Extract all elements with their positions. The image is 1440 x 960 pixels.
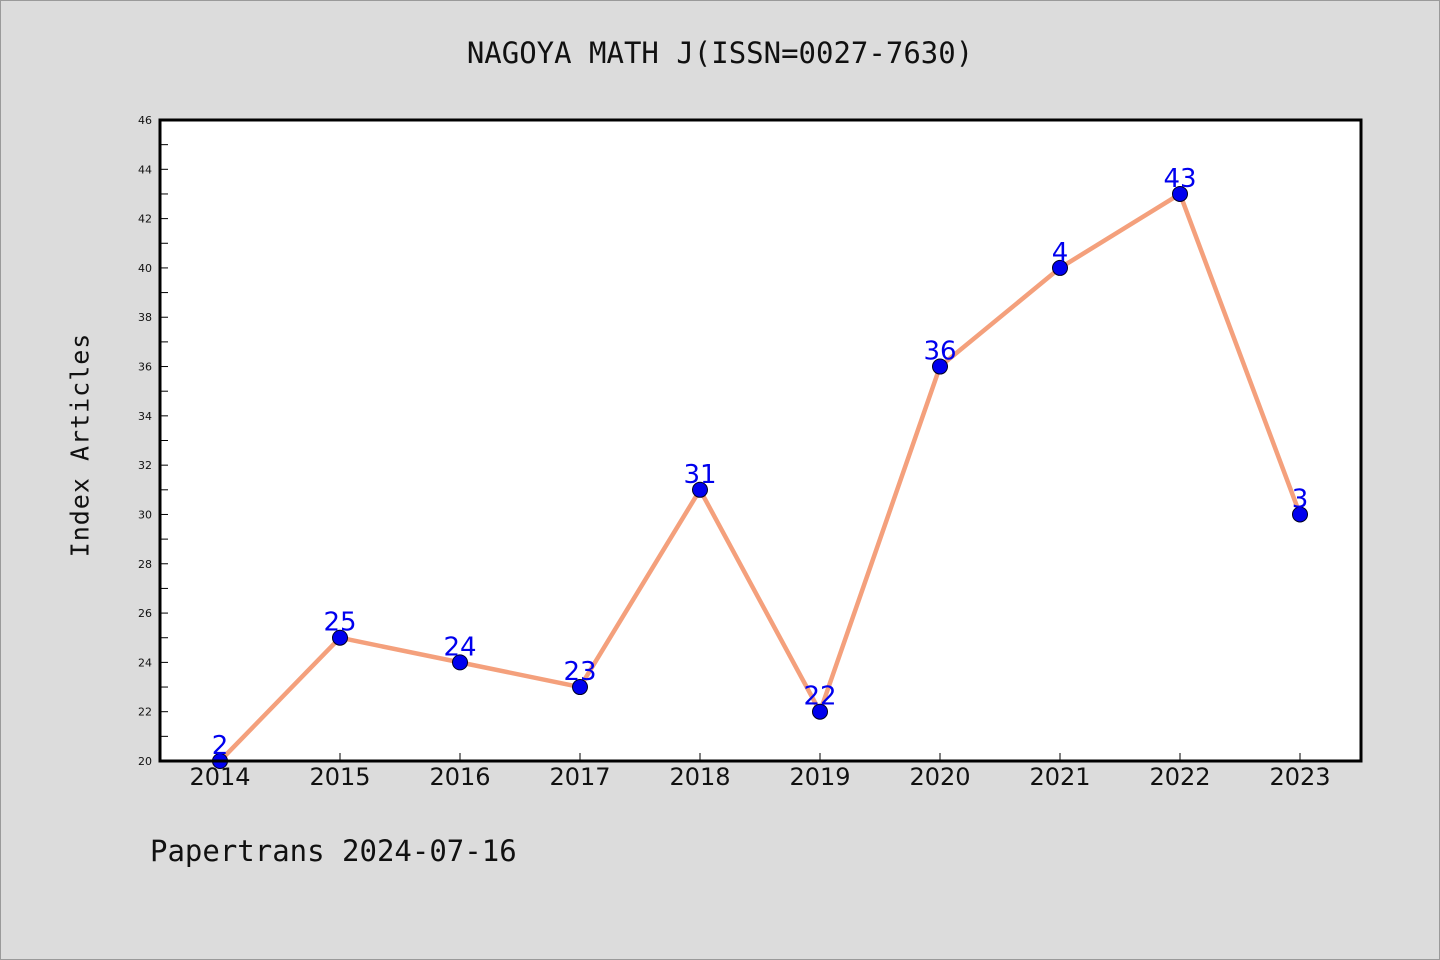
data-point [1052,259,1068,276]
y-tick-label: 38 [138,311,152,324]
data-label: 2 [212,731,229,761]
y-tick-label: 46 [138,114,152,127]
y-tick-label: 44 [138,163,152,176]
y-tick-label: 24 [138,656,152,669]
data-point [812,703,828,720]
data-point [572,679,588,696]
plot-area [160,120,1361,761]
data-point [1172,185,1188,202]
x-tick-label: 2019 [789,763,850,791]
data-label: 23 [563,657,596,687]
data-label: 22 [803,682,836,712]
data-point [1292,506,1308,523]
y-tick-label: 30 [138,508,152,521]
data-label: 24 [443,632,476,662]
x-tick-label: 2023 [1269,763,1330,791]
x-tick-label: 2018 [669,763,730,791]
x-tick-label: 2017 [549,763,610,791]
y-tick-label: 42 [138,213,152,226]
data-point [932,358,948,375]
data-point [452,654,468,671]
data-label: 31 [683,460,716,490]
y-tick-label: 36 [138,361,152,374]
x-tick-label: 2016 [429,763,490,791]
x-tick-label: 2022 [1149,763,1210,791]
y-tick-label: 22 [138,706,152,719]
y-tick-label: 40 [138,262,152,275]
x-tick-label: 2021 [1029,763,1090,791]
data-label: 43 [1163,164,1196,194]
x-tick-label: 2015 [309,763,370,791]
plot-border [158,118,1363,763]
data-label: 36 [923,337,956,367]
y-tick-label: 34 [138,410,152,423]
data-point [332,629,348,646]
data-label: 4 [1052,238,1069,268]
y-tick-label: 32 [138,459,152,472]
y-tick-label: 28 [138,558,152,571]
footer-note: Papertrans 2024-07-16 [150,834,517,868]
x-tick-label: 2020 [909,763,970,791]
data-point [692,481,708,498]
data-label: 3 [1292,484,1309,514]
y-tick-label: 26 [138,607,152,620]
series-line [218,191,1303,763]
y-tick-label: 20 [138,755,152,768]
chart-title: NAGOYA MATH J(ISSN=0027-7630) [466,36,974,70]
data-label: 25 [323,608,356,638]
